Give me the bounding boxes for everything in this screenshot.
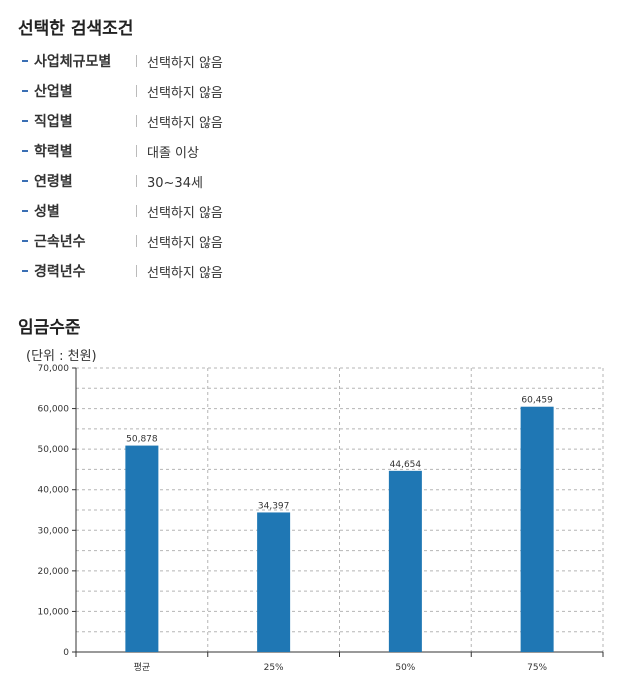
y-tick-label: 20,000 (38, 567, 70, 577)
y-tick-label: 70,000 (38, 364, 70, 374)
filter-value: 선택하지 않음 (147, 55, 223, 71)
x-tick-label: 75% (527, 663, 547, 673)
filter-divider (136, 115, 137, 127)
filter-row-industry: 산업별 선택하지 않음 (22, 76, 223, 106)
bar-value-label: 50,878 (126, 435, 158, 445)
wage-title: 임금수준 (18, 318, 81, 338)
filter-value: 선택하지 않음 (147, 205, 223, 221)
filter-value: 선택하지 않음 (147, 265, 223, 281)
bullet-icon (22, 90, 28, 92)
bullet-icon (22, 180, 28, 182)
filter-label: 산업별 (34, 84, 73, 100)
filter-row-company-size: 사업체규모별 선택하지 않음 (22, 46, 223, 76)
bullet-icon (22, 240, 28, 242)
filter-label: 경력년수 (34, 264, 86, 280)
bullet-icon (22, 60, 28, 62)
filter-list: 사업체규모별 선택하지 않음 산업별 선택하지 않음 직업별 선택하지 않음 학… (22, 46, 223, 286)
y-tick-label: 0 (63, 648, 69, 658)
unit-label: (단위 : 천원) (26, 349, 97, 364)
filter-value: 선택하지 않음 (147, 235, 223, 251)
filter-label: 사업체규모별 (34, 54, 112, 70)
filter-divider (136, 175, 137, 187)
filter-divider (136, 85, 137, 97)
filter-value: 대졸 이상 (147, 145, 199, 161)
filter-divider (136, 145, 137, 157)
bullet-icon (22, 210, 28, 212)
filter-row-occupation: 직업별 선택하지 않음 (22, 106, 223, 136)
filter-row-tenure: 근속년수 선택하지 않음 (22, 226, 223, 256)
y-tick-label: 50,000 (38, 445, 70, 455)
bar (257, 512, 291, 652)
filter-label: 직업별 (34, 114, 73, 130)
bullet-icon (22, 120, 28, 122)
filter-label: 학력별 (34, 144, 73, 160)
filter-divider (136, 205, 137, 217)
x-tick-label: 25% (264, 663, 284, 673)
bar (520, 406, 554, 652)
filter-divider (136, 235, 137, 247)
wage-bar-chart: 0 10,000 20,000 30,000 40,000 50,000 60,000 70,… (38, 364, 604, 673)
bar (388, 470, 422, 652)
filter-label: 연령별 (34, 174, 73, 190)
filter-row-gender: 성별 선택하지 않음 (22, 196, 223, 226)
bar-value-label: 44,654 (390, 460, 422, 470)
x-tick-label: 50% (395, 663, 415, 673)
y-tick-label: 10,000 (38, 607, 70, 617)
filter-divider (136, 265, 137, 277)
filter-row-education: 학력별 대졸 이상 (22, 136, 223, 166)
x-tick-label: 평균 (134, 662, 151, 673)
filter-divider (136, 55, 137, 67)
filter-label: 성별 (34, 204, 60, 220)
filters-title: 선택한 검색조건 (18, 19, 134, 39)
filter-value: 선택하지 않음 (147, 85, 223, 101)
bullet-icon (22, 270, 28, 272)
bar-value-label: 34,397 (258, 501, 290, 511)
filter-value: 30~34세 (147, 175, 203, 191)
bullet-icon (22, 150, 28, 152)
filter-row-age: 연령별 30~34세 (22, 166, 223, 196)
bar (125, 445, 159, 652)
y-tick-label: 30,000 (38, 526, 70, 536)
filter-label: 근속년수 (34, 234, 86, 250)
filter-value: 선택하지 않음 (147, 115, 223, 131)
y-tick-label: 40,000 (38, 486, 70, 496)
filter-row-experience: 경력년수 선택하지 않음 (22, 256, 223, 286)
y-tick-label: 60,000 (38, 405, 70, 415)
bar-value-label: 60,459 (521, 396, 553, 406)
